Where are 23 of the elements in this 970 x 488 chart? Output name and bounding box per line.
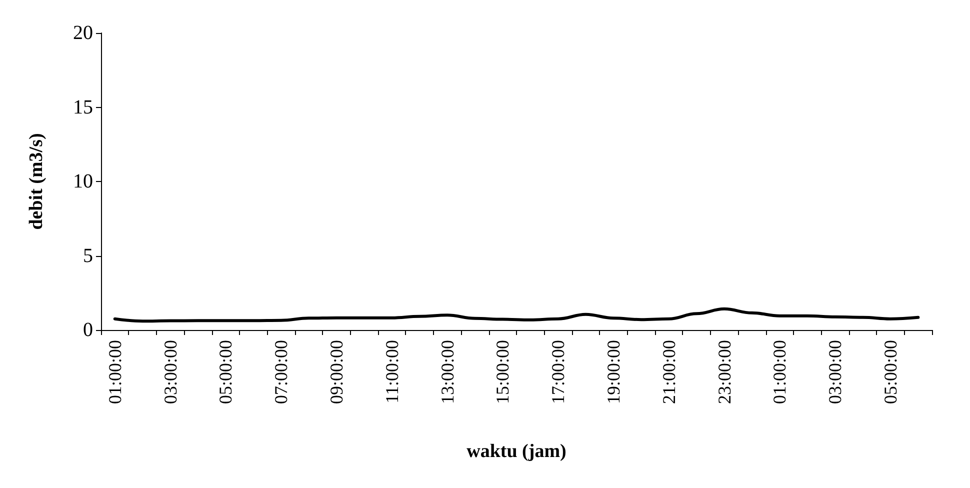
- x-tick-label: 23:00:00: [714, 340, 734, 404]
- x-tick-label: 01:00:00: [104, 340, 125, 404]
- x-tick-label: 03:00:00: [825, 340, 846, 404]
- x-tick-label: 03:00:00: [160, 340, 180, 404]
- x-tick-label: 05:00:00: [216, 340, 236, 404]
- x-tick-label: 19:00:00: [603, 340, 624, 404]
- y-tick-label: 0: [83, 319, 93, 341]
- x-tick-label: 21:00:00: [658, 340, 679, 404]
- x-tick-label: 11:00:00: [382, 340, 402, 404]
- y-tick-label: 15: [73, 96, 93, 118]
- line-series: [113, 307, 920, 323]
- y-axis-title: debit (m3/s): [26, 133, 47, 230]
- y-tick-label: 5: [83, 244, 93, 267]
- x-tick-label: 05:00:00: [880, 340, 900, 404]
- x-tick-label: 07:00:00: [271, 340, 292, 404]
- x-tick-label: 15:00:00: [492, 340, 513, 404]
- x-tick-label: 17:00:00: [548, 340, 568, 404]
- x-tick-label: 09:00:00: [326, 340, 346, 404]
- y-tick-label: 20: [73, 22, 93, 44]
- x-tick-label: 01:00:00: [770, 340, 790, 404]
- x-axis-title: waktu (jam): [466, 441, 566, 462]
- y-tick-label: 10: [73, 170, 93, 192]
- x-tick-label: 13:00:00: [437, 340, 458, 404]
